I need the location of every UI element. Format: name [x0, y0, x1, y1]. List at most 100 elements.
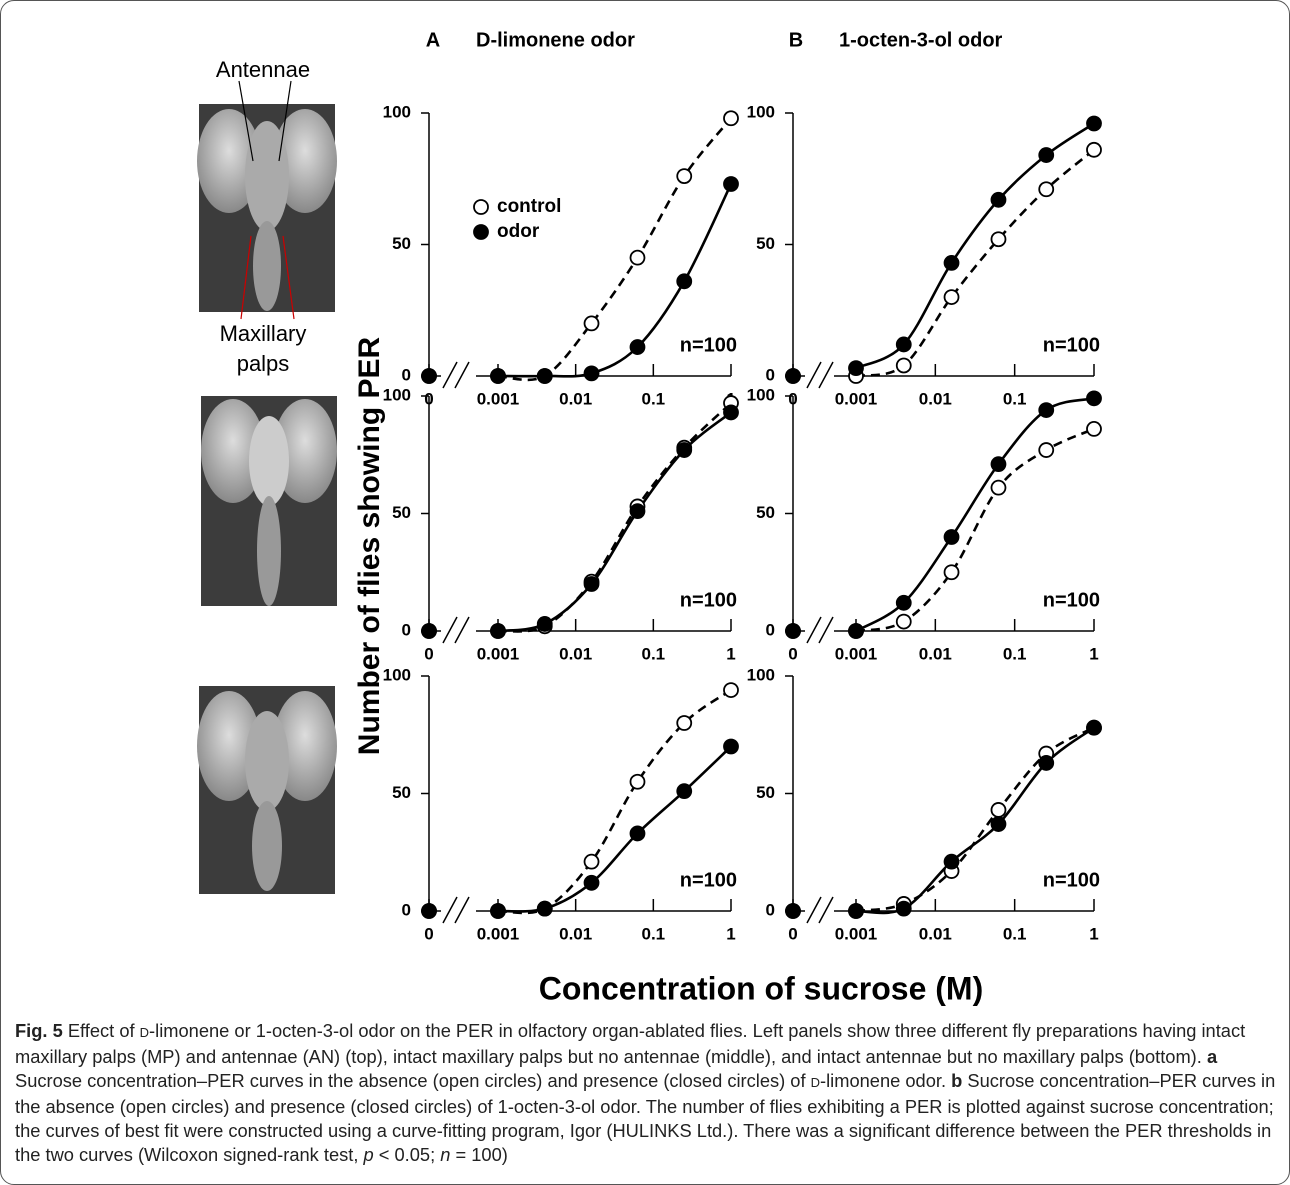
data-point — [723, 404, 739, 421]
y-tick-label: 0 — [402, 900, 411, 919]
zero-dose-point — [421, 368, 437, 384]
zero-dose-point — [421, 903, 437, 919]
y-tick-label: 100 — [383, 665, 411, 684]
x-tick-label: 0 — [788, 924, 797, 943]
y-tick-label: 100 — [383, 385, 411, 404]
data-point — [990, 479, 1007, 496]
axis-break — [442, 616, 458, 644]
data-point — [895, 613, 912, 630]
x-tick-label: 1 — [726, 924, 735, 943]
caption-text: n — [440, 1144, 451, 1165]
data-point — [943, 564, 960, 581]
data-point — [723, 738, 739, 755]
data-point — [895, 336, 912, 353]
data-point — [723, 110, 739, 127]
x-tick-label: 0.1 — [1003, 644, 1027, 663]
axis-break — [454, 361, 470, 389]
legend-marker — [473, 224, 489, 240]
x-tick-label: 0.001 — [835, 924, 878, 943]
panel-letter: A — [426, 29, 440, 51]
caption-text: p — [363, 1144, 374, 1165]
y-tick-label: 100 — [747, 665, 775, 684]
photo-label: palps — [237, 351, 290, 376]
caption-text: Effect of — [62, 1020, 140, 1041]
x-tick-label: 0.01 — [559, 389, 592, 408]
data-point — [1086, 719, 1102, 736]
x-tick-label: 0.001 — [835, 644, 878, 663]
caption-label: Fig. 5 — [15, 1020, 63, 1041]
zero-dose-point — [785, 903, 801, 919]
pointer-line — [238, 80, 254, 162]
y-tick-label: 0 — [402, 365, 411, 384]
data-point — [676, 273, 693, 290]
data-point — [629, 825, 646, 842]
data-point — [629, 773, 646, 790]
annotation: n=100 — [680, 869, 737, 891]
data-point — [583, 315, 600, 332]
photo-label: Antennae — [216, 57, 310, 82]
caption: Fig. 5 Effect of D-limonene or 1-octen-3… — [15, 1019, 1277, 1167]
axis-break — [454, 896, 470, 924]
y-tick-label: 100 — [383, 102, 411, 121]
photo-bottom — [197, 686, 337, 894]
x-tick-label: 1 — [1089, 644, 1098, 663]
y-axis-title: Number of flies showing PER — [353, 336, 386, 755]
data-point — [629, 249, 646, 266]
data-point — [583, 874, 600, 891]
axis-break — [818, 361, 834, 389]
data-point — [895, 594, 912, 611]
data-point — [490, 623, 506, 639]
data-point — [1038, 402, 1055, 419]
data-point — [943, 529, 960, 545]
caption-text: = 100) — [450, 1144, 508, 1165]
panel-letter: B — [789, 29, 803, 51]
legend-marker — [473, 199, 489, 215]
data-point — [943, 255, 960, 271]
data-point — [676, 715, 693, 731]
annotation: n=100 — [1043, 589, 1100, 611]
axis-break — [806, 616, 822, 644]
y-tick-label: 0 — [766, 900, 775, 919]
axis-break — [442, 896, 458, 924]
data-point — [676, 442, 693, 458]
caption-text: D — [139, 1025, 150, 1040]
annotation: n=100 — [680, 589, 737, 611]
data-point — [895, 357, 912, 374]
x-tick-label: 1 — [726, 644, 735, 663]
data-point — [583, 853, 600, 870]
x-tick-label: 0.001 — [835, 389, 878, 408]
caption-text: -limonene or 1-octen-3-ol odor on the PE… — [15, 1020, 1246, 1067]
data-point — [583, 576, 600, 592]
data-point — [1038, 442, 1055, 458]
zero-dose-point — [785, 368, 801, 384]
axis-break — [818, 616, 834, 644]
caption-text: D — [810, 1075, 821, 1090]
annotation: n=100 — [1043, 869, 1100, 891]
pointer-line — [282, 235, 295, 320]
x-tick-label: 0.1 — [1003, 924, 1027, 943]
data-point — [943, 853, 960, 870]
data-point — [848, 360, 864, 377]
data-point — [1038, 147, 1055, 163]
x-tick-label: 0.1 — [642, 644, 666, 663]
data-point — [895, 900, 912, 917]
x-tick-label: 0.001 — [477, 389, 520, 408]
caption-text: a — [1206, 1046, 1218, 1067]
caption-text: < 0.05; — [373, 1144, 441, 1165]
axis-break — [454, 616, 470, 644]
data-point — [990, 456, 1007, 473]
data-point — [1086, 115, 1102, 132]
data-point — [848, 903, 864, 919]
y-tick-label: 50 — [392, 783, 411, 802]
data-point — [536, 368, 553, 384]
x-axis-title: Concentration of sucrose (M) — [539, 970, 983, 1006]
data-point — [990, 816, 1007, 832]
x-tick-label: 0 — [788, 644, 797, 663]
x-tick-label: 0.1 — [642, 924, 666, 943]
data-point — [1086, 420, 1102, 437]
photo-middle — [201, 396, 337, 606]
data-point — [536, 900, 553, 917]
x-tick-label: 0.01 — [559, 924, 592, 943]
data-point — [943, 289, 960, 306]
data-point — [990, 802, 1007, 818]
